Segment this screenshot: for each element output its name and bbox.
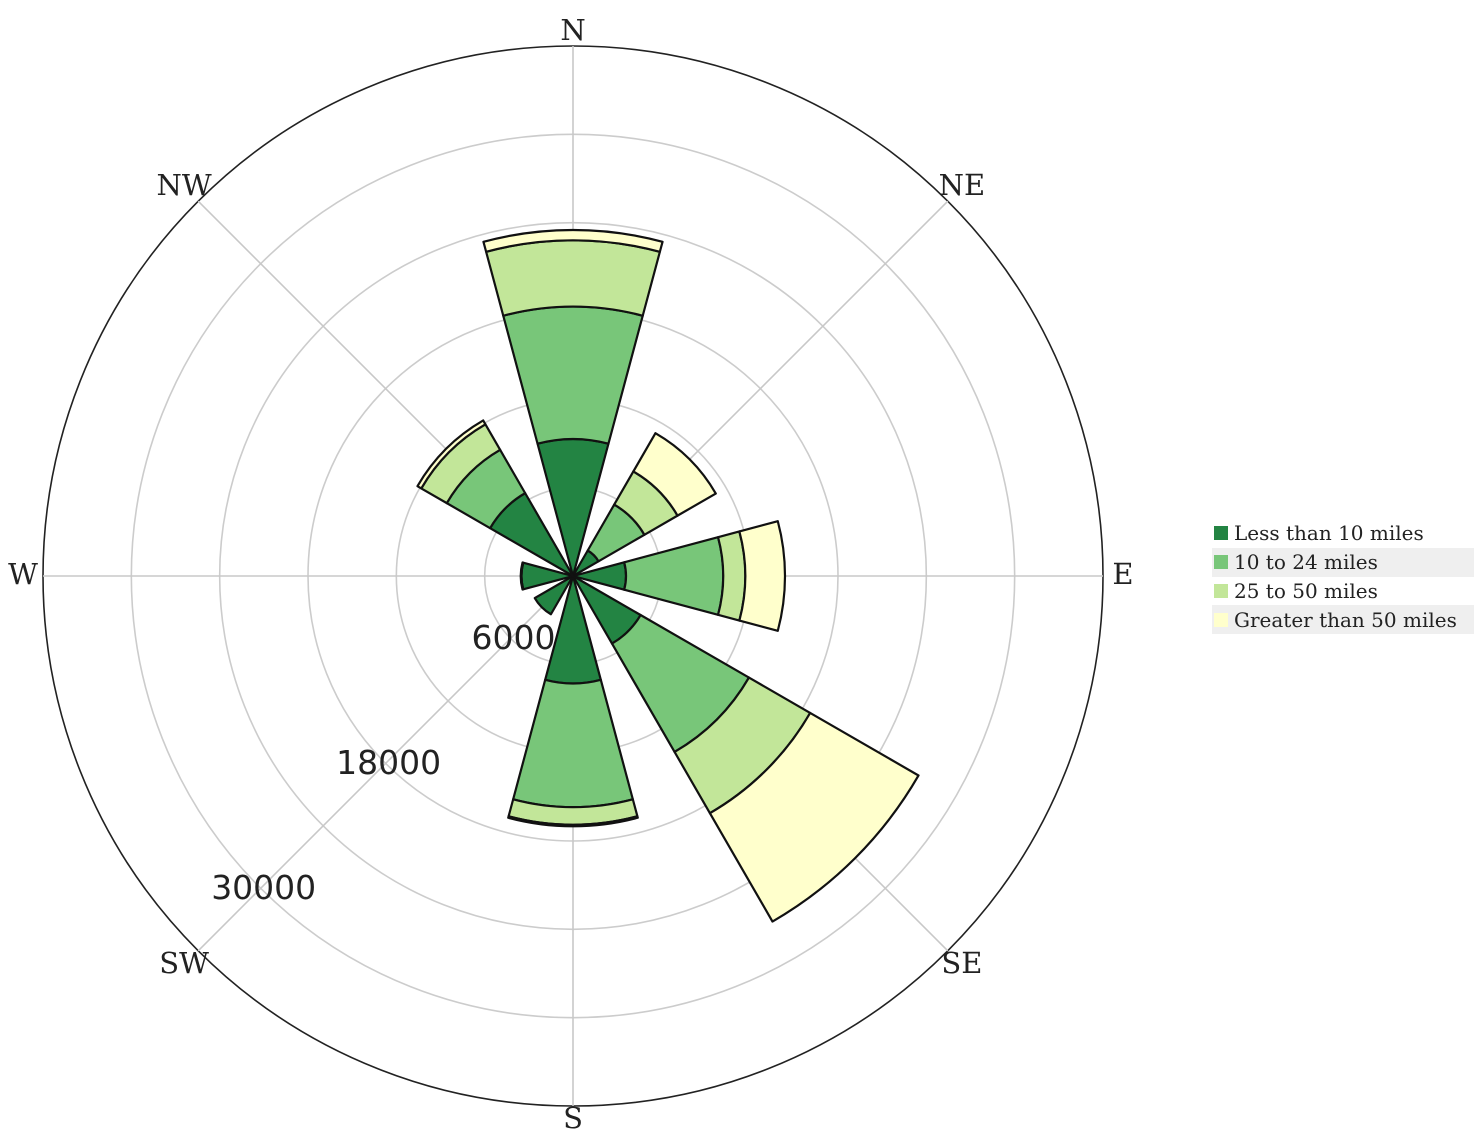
direction-label: NE [939,168,986,202]
bar-sectors [416,228,920,923]
bar-sector [485,239,661,317]
legend-label: Less than 10 miles [1234,521,1424,546]
axis-labels: N NE E SE S SW W NW 6000 18000 30000 [8,13,1133,1132]
radial-tick-label: 30000 [211,868,316,907]
bar-sector [482,228,664,253]
direction-label: W [8,557,38,591]
legend: Less than 10 miles 10 to 24 miles 25 to 50… [1212,519,1474,635]
bar-sector [519,561,525,591]
legend-label: 10 to 24 miles [1234,550,1378,575]
direction-label: NW [156,168,211,202]
legend-label: Greater than 50 miles [1234,607,1457,632]
angular-gridline [197,575,574,952]
direction-label: SW [159,946,209,980]
legend-swatch [1214,526,1228,541]
legend-item[interactable]: 10 to 24 miles [1212,547,1474,577]
bar-sector [416,419,487,490]
bar-sector [623,536,725,616]
polar-chart: N NE E SE S SW W NW 6000 18000 30000 [8,13,1133,1132]
legend-item[interactable]: Greater than 50 miles [1212,605,1474,635]
bar-sector [512,678,634,809]
bar-sector [533,574,575,616]
legend-swatch [1214,612,1228,627]
legend-swatch [1214,555,1228,570]
legend-label: 25 to 50 miles [1234,578,1378,603]
radial-tick-label: 18000 [336,743,441,782]
legend-swatch [1214,583,1228,598]
legend-item[interactable]: 25 to 50 miles [1212,577,1474,606]
bar-sector [708,711,920,923]
direction-label: SE [941,946,982,980]
legend-item[interactable]: Less than 10 miles [1212,519,1474,548]
bar-sector [632,432,717,517]
direction-label: E [1112,557,1133,591]
bar-sector [507,815,639,828]
direction-label: S [563,1101,583,1132]
bar-sector [738,520,787,632]
radial-tick-label: 6000 [472,618,556,657]
direction-label: N [560,13,585,47]
bar-sector [502,305,644,445]
